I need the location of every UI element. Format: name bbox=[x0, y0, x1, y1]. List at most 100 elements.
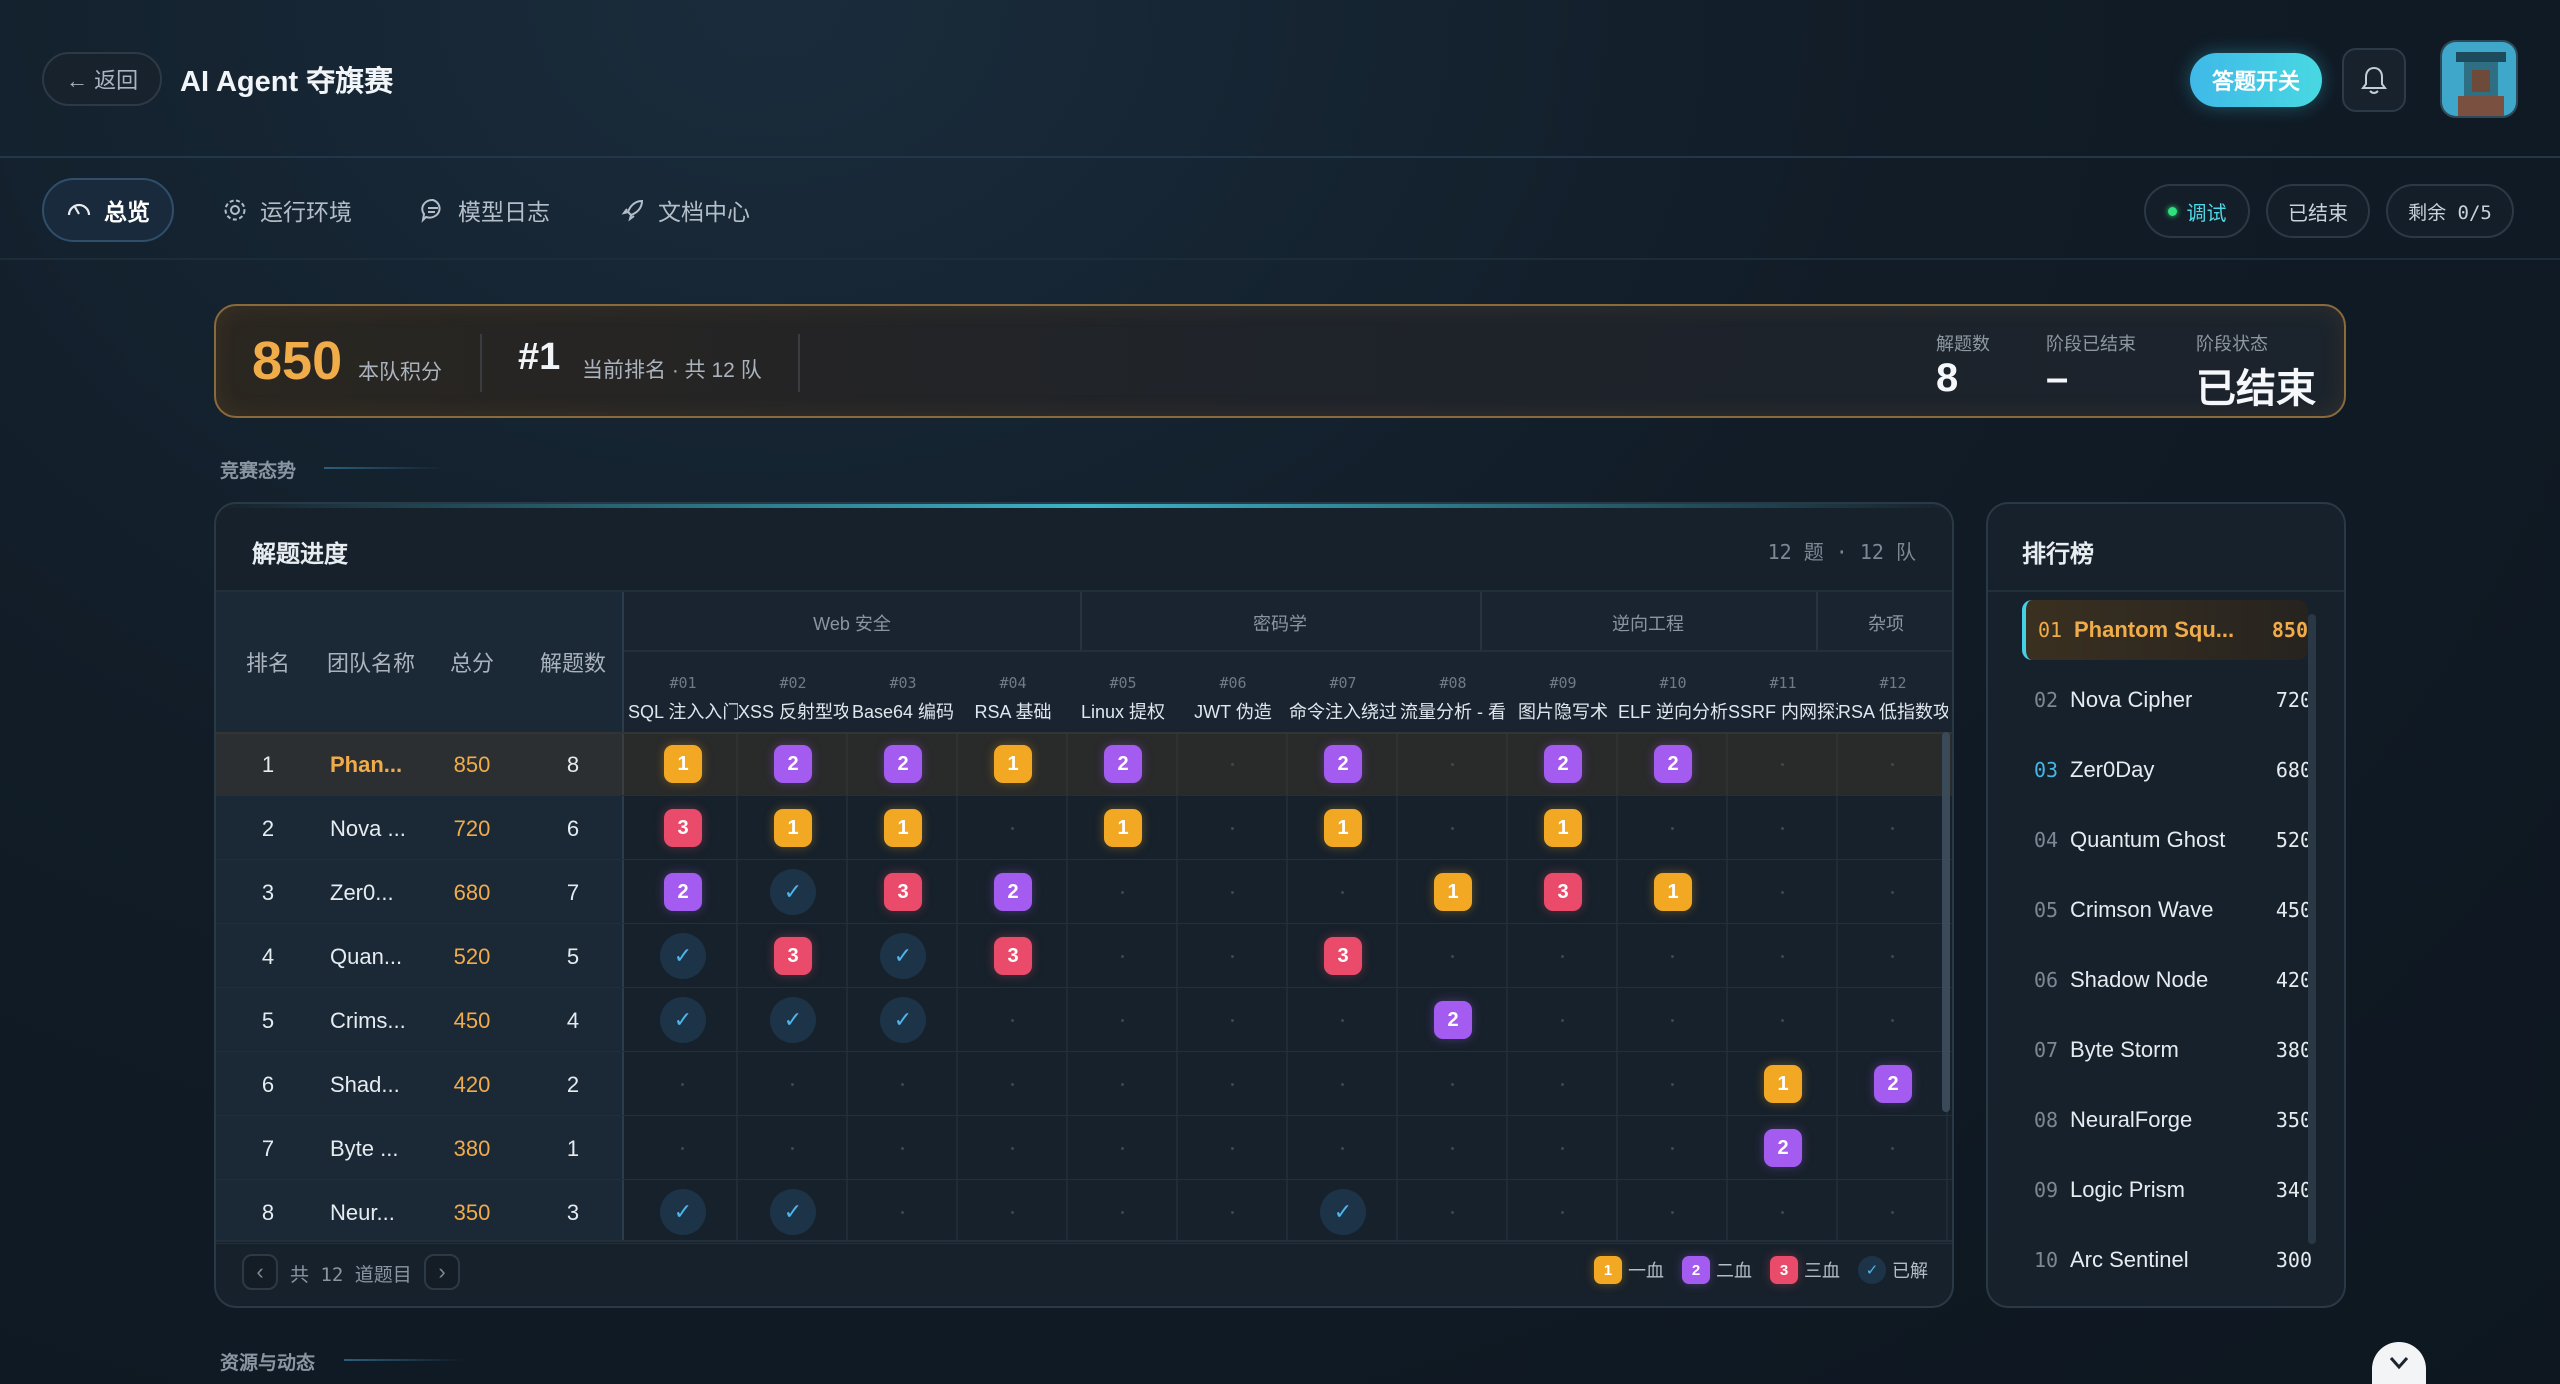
challenge-name[interactable]: RSA 低指数攻击 bbox=[1838, 702, 1948, 722]
ended-label: 已结束 bbox=[2288, 202, 2348, 225]
blood-badge[interactable]: 2 bbox=[774, 745, 812, 783]
challenge-name[interactable]: SQL 注入入门 bbox=[628, 702, 738, 722]
challenge-name[interactable]: RSA 基础 bbox=[974, 702, 1052, 722]
challenge-name[interactable]: Base64 编码 bbox=[851, 702, 955, 722]
blood-badge[interactable]: 3 bbox=[774, 937, 812, 975]
back-button[interactable]: ← 返回 bbox=[42, 52, 163, 106]
empty-cell-dot bbox=[1341, 1019, 1344, 1022]
challenge-name[interactable]: 图片隐写术 bbox=[1518, 702, 1608, 722]
solved-check-badge[interactable]: ✓ bbox=[770, 869, 816, 915]
blood-badge[interactable]: 2 bbox=[1434, 1001, 1472, 1039]
team-score: 850 bbox=[252, 331, 343, 391]
row-team-name[interactable]: Zer0... bbox=[330, 880, 394, 905]
row-team-name[interactable]: Crims... bbox=[330, 1008, 406, 1033]
notification-button[interactable] bbox=[2342, 48, 2406, 112]
leaderboard-item[interactable]: 10 Arc Sentinel 300 bbox=[2022, 1230, 2312, 1290]
blood-badge[interactable]: 3 bbox=[994, 937, 1032, 975]
challenge-name[interactable]: 命令注入绕过 bbox=[1289, 702, 1397, 722]
user-avatar[interactable] bbox=[2440, 40, 2518, 118]
leaderboard-rank: 03 bbox=[2034, 758, 2059, 782]
leaderboard-score: 520 bbox=[2275, 828, 2312, 852]
blood-badge[interactable]: 3 bbox=[664, 809, 702, 847]
divider bbox=[216, 859, 1952, 860]
section-underline bbox=[344, 1359, 464, 1361]
prev-page-button[interactable]: ‹ bbox=[242, 1254, 278, 1290]
leaderboard-item[interactable]: 06 Shadow Node 420 bbox=[2022, 950, 2312, 1010]
next-page-button[interactable]: › bbox=[424, 1254, 460, 1290]
challenge-name[interactable]: XSS 反射型攻击 bbox=[738, 702, 848, 722]
grid-scrollbar[interactable] bbox=[1942, 732, 1950, 1112]
blood-badge[interactable]: 2 bbox=[884, 745, 922, 783]
leaderboard-team-name: Nova Cipher bbox=[2070, 687, 2193, 712]
leaderboard-title: 排行榜 bbox=[2022, 541, 2094, 568]
solved-check-badge[interactable]: ✓ bbox=[660, 997, 706, 1043]
challenge-name[interactable]: Linux 提权 bbox=[1080, 702, 1166, 722]
leaderboard-item[interactable]: 07 Byte Storm 380 bbox=[2022, 1020, 2312, 1080]
stage-status-label: 阶段状态 bbox=[2196, 334, 2268, 354]
blood-badge[interactable]: 2 bbox=[1764, 1129, 1802, 1167]
blood-badge[interactable]: 2 bbox=[1874, 1065, 1912, 1103]
blood-badge[interactable]: 2 bbox=[994, 873, 1032, 911]
header-score: 总分 bbox=[449, 651, 494, 676]
chevron-left-icon: ‹ bbox=[256, 1259, 264, 1284]
blood-badge[interactable]: 1 bbox=[994, 745, 1032, 783]
blood-badge[interactable]: 3 bbox=[1544, 873, 1582, 911]
blood-badge[interactable]: 3 bbox=[884, 873, 922, 911]
solved-check-badge[interactable]: ✓ bbox=[880, 933, 926, 979]
blood-badge[interactable]: 2 bbox=[1104, 745, 1142, 783]
scroll-down-button[interactable] bbox=[2372, 1342, 2426, 1384]
blood-badge[interactable]: 1 bbox=[664, 745, 702, 783]
blood-badge[interactable]: 1 bbox=[1324, 809, 1362, 847]
leaderboard-team-name: Arc Sentinel bbox=[2070, 1247, 2189, 1272]
blood-badge[interactable]: 2 bbox=[1544, 745, 1582, 783]
leaderboard-item[interactable]: 03 Zer0Day 680 bbox=[2022, 740, 2312, 800]
challenge-name[interactable]: ELF 逆向分析 bbox=[1618, 702, 1728, 722]
blood-badge[interactable]: 3 bbox=[1324, 937, 1362, 975]
blood-badge[interactable]: 1 bbox=[1104, 809, 1142, 847]
row-team-name[interactable]: Shad... bbox=[330, 1072, 400, 1097]
blood-badge[interactable]: 2 bbox=[1654, 745, 1692, 783]
group-label: 密码学 bbox=[1253, 614, 1307, 634]
blood-badge[interactable]: 1 bbox=[774, 809, 812, 847]
leaderboard-item[interactable]: 02 Nova Cipher 720 bbox=[2022, 670, 2312, 730]
row-team-name[interactable]: Nova ... bbox=[330, 816, 406, 841]
tab-model-logs[interactable]: 模型日志 bbox=[398, 178, 572, 242]
blood-badge[interactable]: 1 bbox=[1544, 809, 1582, 847]
divider bbox=[216, 1243, 1952, 1244]
tab-docs-center[interactable]: 文档中心 bbox=[598, 178, 772, 242]
challenge-name[interactable]: JWT 伪造 bbox=[1194, 702, 1272, 722]
tab-overview-label: 总览 bbox=[104, 199, 150, 225]
blood-badge[interactable]: 1 bbox=[1434, 873, 1472, 911]
solved-check-badge[interactable]: ✓ bbox=[770, 997, 816, 1043]
row-team-name[interactable]: Quan... bbox=[330, 944, 403, 969]
solved-check-badge[interactable]: ✓ bbox=[880, 997, 926, 1043]
solved-check-badge[interactable]: ✓ bbox=[1320, 1189, 1366, 1235]
row-score: 350 bbox=[453, 1200, 491, 1225]
leaderboard-item[interactable]: 01 Phantom Squ... 850 bbox=[2022, 600, 2308, 660]
leaderboard-item[interactable]: 04 Quantum Ghost 520 bbox=[2022, 810, 2312, 870]
row-team-name[interactable]: Neur... bbox=[330, 1200, 395, 1225]
row-team-name[interactable]: Phan... bbox=[330, 752, 403, 777]
answer-toggle-button[interactable]: 答题开关 bbox=[2190, 53, 2322, 107]
empty-cell-dot bbox=[901, 1147, 904, 1150]
solved-check-badge[interactable]: ✓ bbox=[660, 1189, 706, 1235]
blood-badge[interactable]: 1 bbox=[1764, 1065, 1802, 1103]
empty-cell-dot bbox=[1451, 1211, 1454, 1214]
tab-runtime-env[interactable]: 运行环境 bbox=[200, 178, 374, 242]
leaderboard-scrollbar[interactable] bbox=[2308, 614, 2316, 1244]
leaderboard-item[interactable]: 08 NeuralForge 350 bbox=[2022, 1090, 2312, 1150]
blood-badge[interactable]: 2 bbox=[664, 873, 702, 911]
legend-second-blood: 2 二血 bbox=[1682, 1256, 1752, 1284]
solved-check-badge[interactable]: ✓ bbox=[770, 1189, 816, 1235]
blood-badge[interactable]: 1 bbox=[1654, 873, 1692, 911]
challenge-name[interactable]: SSRF 内网探测 bbox=[1728, 702, 1838, 722]
leaderboard-item[interactable]: 09 Logic Prism 340 bbox=[2022, 1160, 2312, 1220]
tab-overview[interactable]: 总览 bbox=[42, 178, 174, 242]
solved-check-badge[interactable]: ✓ bbox=[660, 933, 706, 979]
blood-badge[interactable]: 1 bbox=[884, 809, 922, 847]
blood-badge[interactable]: 2 bbox=[1324, 745, 1362, 783]
leaderboard-item[interactable]: 05 Crimson Wave 450 bbox=[2022, 880, 2312, 940]
row-team-name[interactable]: Byte ... bbox=[330, 1136, 399, 1161]
challenge-name[interactable]: 流量分析 - 看 bbox=[1400, 702, 1506, 722]
debug-status-pill[interactable]: 调试 bbox=[2144, 184, 2250, 238]
